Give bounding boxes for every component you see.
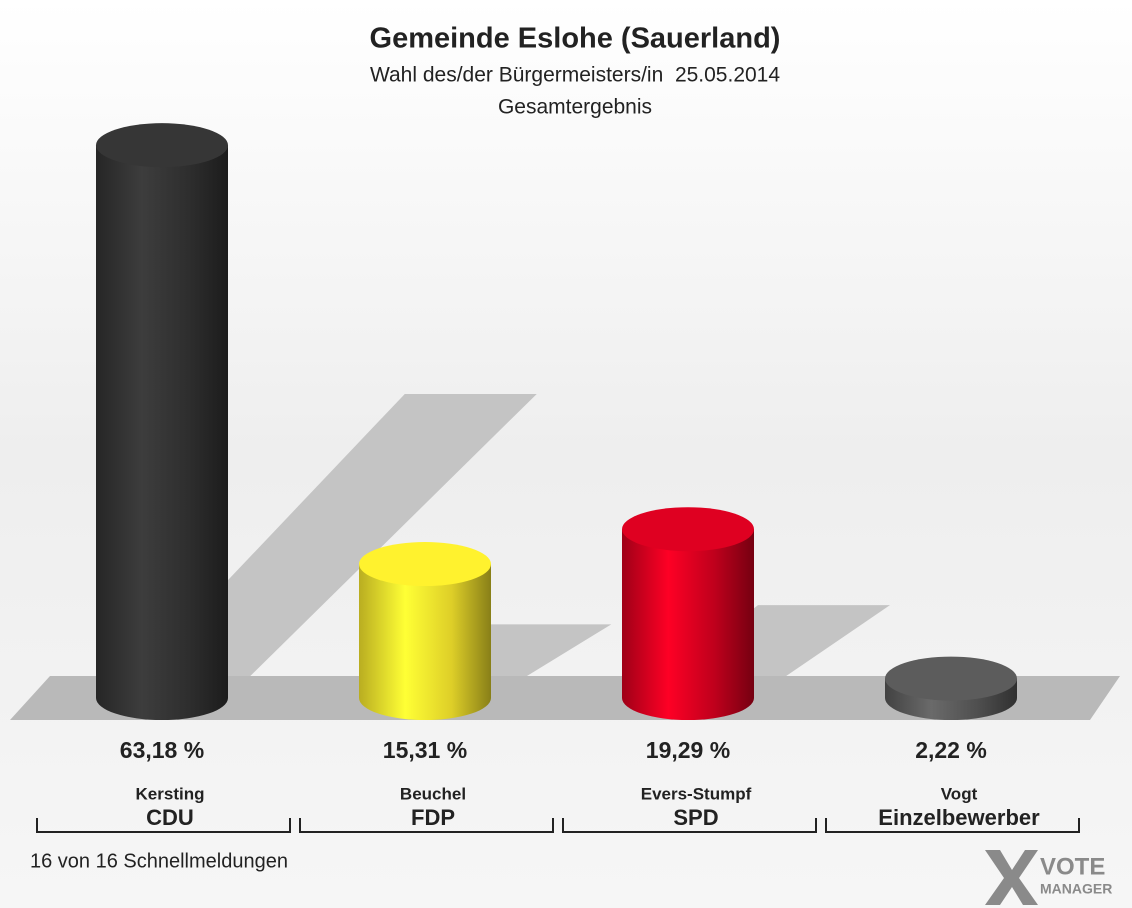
value-label: 63,18 %	[120, 737, 204, 763]
chart-subtitle: Gesamtergebnis	[498, 96, 652, 119]
bar-top	[359, 542, 491, 587]
x-tick-label: Evers-Stumpf	[641, 784, 752, 803]
logo-mark	[985, 850, 1038, 905]
value-label: 2,22 %	[915, 737, 987, 763]
bar-top	[622, 507, 754, 552]
x-tick-label: Kersting	[136, 784, 205, 803]
footer: 16 von 16 Schnellmeldungen	[30, 850, 288, 872]
bar	[622, 529, 754, 720]
logo-text: MANAGER	[1040, 881, 1112, 897]
x-tick-label: Einzelbewerber	[878, 805, 1040, 830]
bar-top	[885, 656, 1017, 701]
category-bracket	[562, 818, 817, 833]
x-tick-label: Vogt	[941, 784, 978, 803]
value-label: 19,29 %	[646, 737, 730, 763]
x-tick-label: Beuchel	[400, 784, 466, 803]
category-bracket	[825, 818, 1080, 833]
bar	[96, 145, 228, 721]
category-bracket	[36, 818, 291, 833]
category-bracket	[299, 818, 554, 833]
logo: VOTE MANAGER	[985, 850, 1112, 905]
floor	[10, 676, 1120, 720]
x-tick-label: SPD	[673, 805, 718, 830]
logo-text: VOTE	[1040, 853, 1105, 880]
chart-title: Gemeinde Eslohe (Sauerland)	[370, 23, 781, 55]
chart-subtitle: Wahl des/der Bürgermeisters/in 25.05.201…	[370, 64, 780, 87]
x-tick-label: CDU	[146, 805, 194, 830]
x-tick-label: FDP	[411, 805, 455, 830]
bar-top	[96, 123, 228, 168]
bar	[359, 564, 491, 720]
value-label: 15,31 %	[383, 737, 467, 763]
